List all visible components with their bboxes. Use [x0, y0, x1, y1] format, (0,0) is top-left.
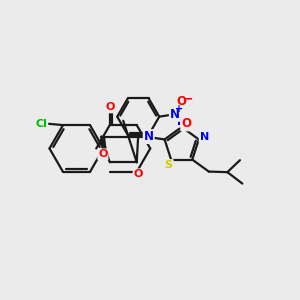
Text: −: − — [183, 92, 193, 105]
Text: O: O — [134, 169, 143, 179]
Text: O: O — [176, 95, 186, 108]
Text: Cl: Cl — [35, 118, 47, 129]
Text: O: O — [98, 149, 108, 159]
Text: N: N — [177, 117, 186, 127]
Text: O: O — [105, 102, 114, 112]
Text: N: N — [200, 132, 209, 142]
Text: N: N — [170, 108, 180, 121]
Text: +: + — [175, 104, 183, 114]
Text: S: S — [165, 160, 173, 170]
Text: N: N — [144, 130, 154, 143]
Text: O: O — [181, 117, 191, 130]
